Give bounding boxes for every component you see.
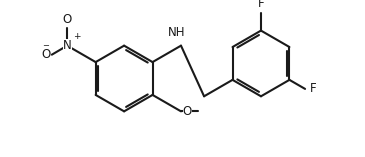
Text: F: F [310, 82, 316, 95]
Text: O: O [62, 13, 72, 26]
Text: NH: NH [168, 26, 185, 39]
Text: O: O [42, 48, 51, 61]
Text: F: F [258, 0, 264, 10]
Text: +: + [73, 32, 80, 41]
Text: −: − [42, 41, 49, 50]
Text: N: N [63, 39, 72, 52]
Text: O: O [183, 105, 192, 118]
